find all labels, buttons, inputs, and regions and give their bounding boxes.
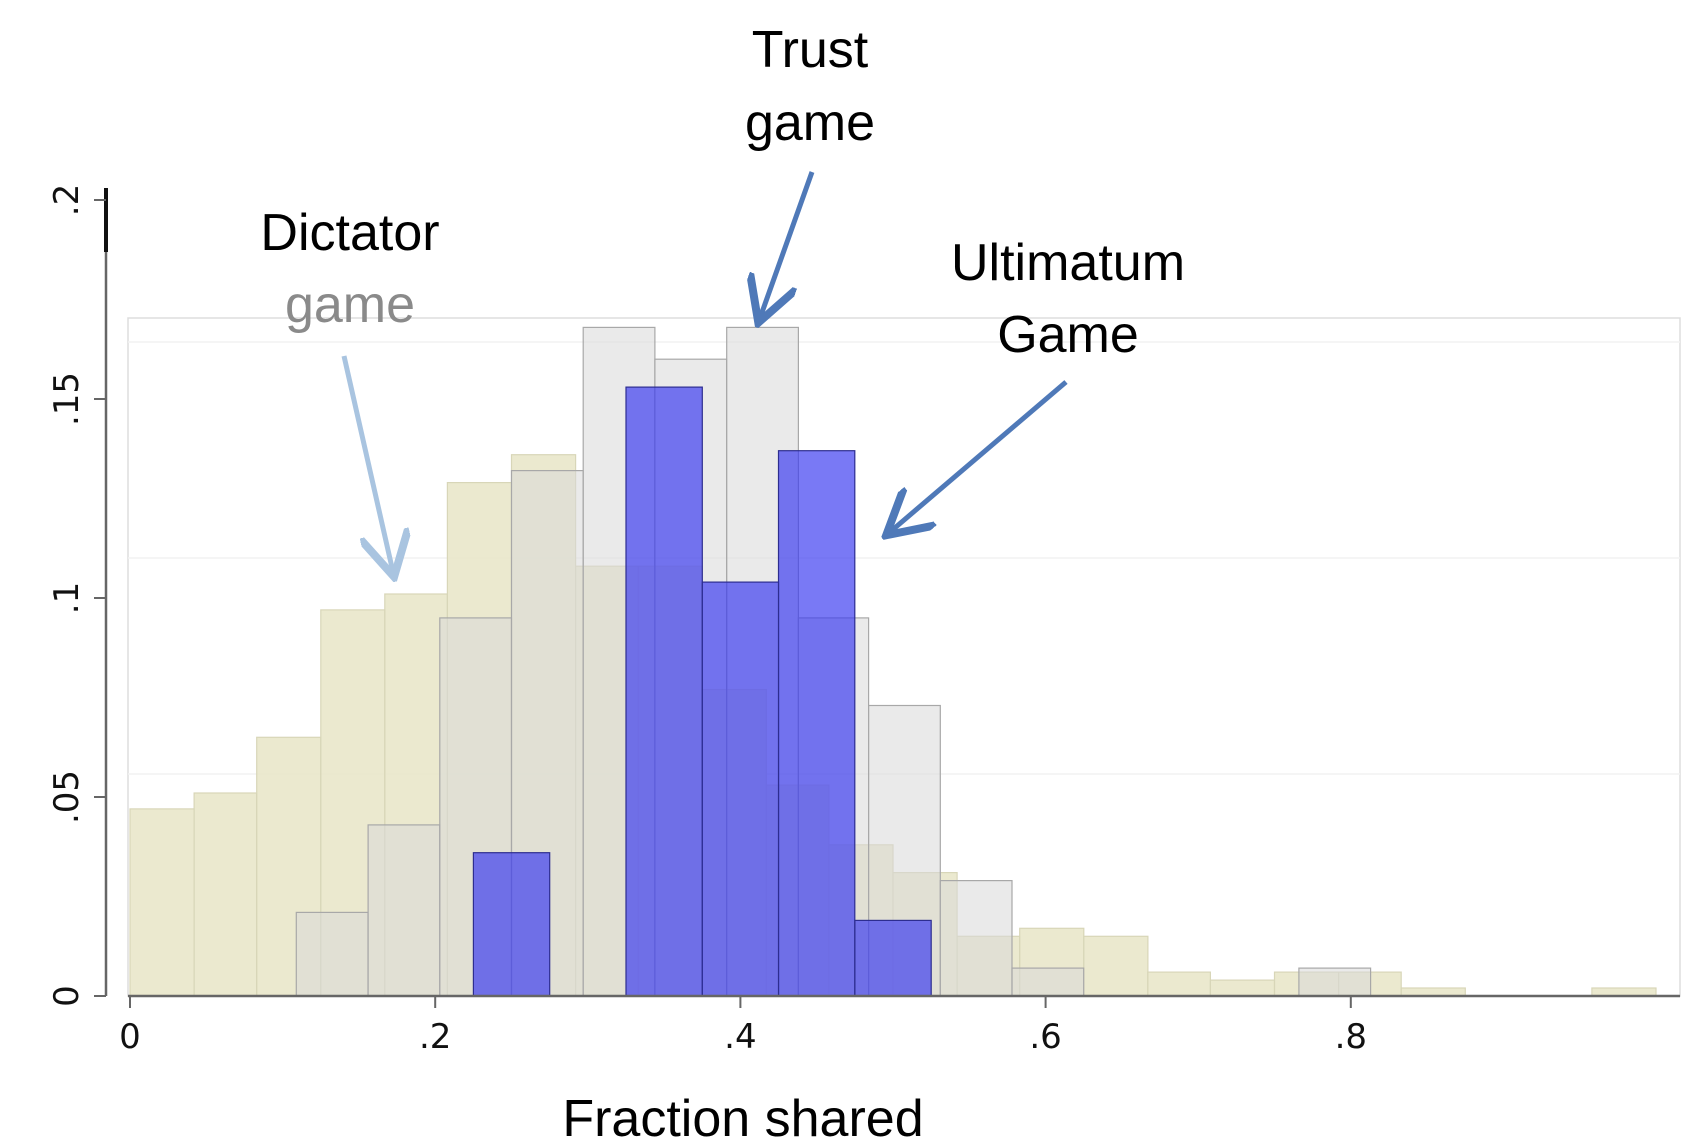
- y-tick-label-3: .1: [47, 582, 87, 614]
- x-tick-label-2: .2: [419, 1017, 451, 1057]
- bar-series1-bin2: [193, 792, 258, 997]
- bar-series2-bin2: [367, 824, 441, 997]
- bars-layer: [129, 326, 1657, 997]
- bar-series1-bin16: [1083, 935, 1149, 997]
- annotation-trust-line2: game: [745, 94, 875, 152]
- arrow-trust: [760, 171, 815, 318]
- bar-series2-bin10: [939, 879, 1013, 997]
- x-tick-label-1: 0: [119, 1017, 141, 1057]
- x-axis-title: Fraction shared: [562, 1090, 923, 1148]
- y-tick-label-2: .05: [47, 770, 87, 824]
- annotation-ultimatum-line1: Ultimatum: [951, 234, 1185, 292]
- x-tick-label-3: .4: [724, 1017, 756, 1057]
- bar-series2-bin12: [1298, 967, 1372, 997]
- bar-series2-bin11: [1011, 967, 1085, 997]
- bar-series1-bin1: [129, 808, 195, 997]
- bar-series1-bin17: [1147, 971, 1212, 997]
- annotation-dictator-line2: game: [285, 276, 415, 334]
- annotation-dictator-line1: Dictator: [260, 204, 439, 262]
- bar-series3-bin4: [777, 450, 856, 997]
- bar-series3-bin2: [625, 386, 703, 997]
- bar-series3-bin1: [472, 852, 551, 997]
- bar-series3-bin5: [854, 919, 932, 997]
- bar-series3-bin3: [701, 581, 780, 997]
- y-tick-label-1: 0: [47, 985, 87, 1007]
- arrow-ultimatum: [890, 380, 1068, 532]
- bar-series2-bin1: [295, 911, 369, 997]
- y-tick-label-5: .2: [47, 184, 87, 216]
- annotation-ultimatum-line2: Game: [997, 306, 1139, 364]
- bar-series1-bin18: [1209, 979, 1276, 997]
- y-tick-label-4: .15: [47, 372, 87, 426]
- ticks-layer: 0 .2 .4 .6 .8 0 .05 .1 .15 .2: [47, 184, 1367, 1057]
- annotation-trust-line1: Trust: [752, 21, 869, 79]
- arrow-dictator: [341, 355, 393, 572]
- x-tick-label-4: .6: [1029, 1017, 1061, 1057]
- x-tick-label-5: .8: [1335, 1017, 1367, 1057]
